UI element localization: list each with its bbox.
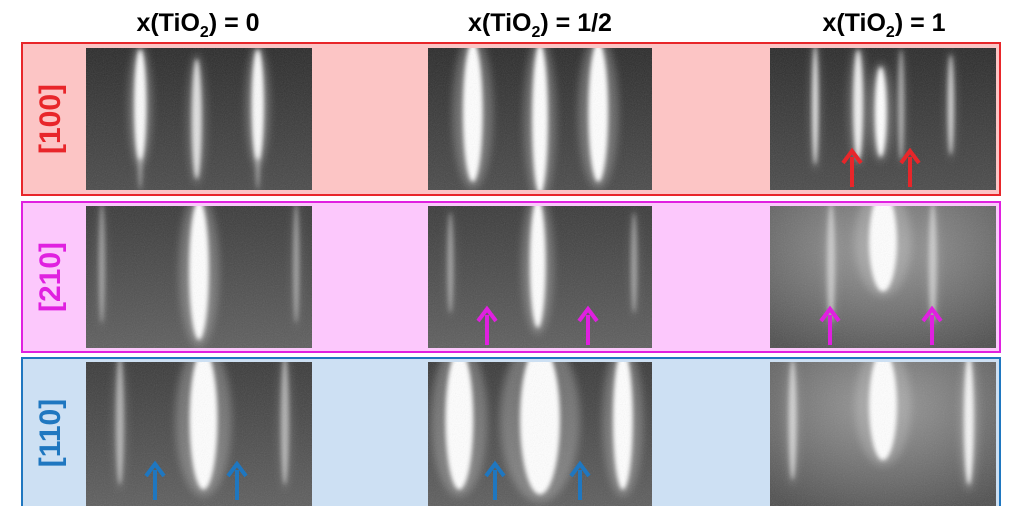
column-header: x(TiO2) = 0 xyxy=(136,9,259,41)
header-subscript: 2 xyxy=(200,24,209,41)
pattern-image xyxy=(770,345,996,506)
streaks xyxy=(86,193,312,348)
header-subscript: 2 xyxy=(886,24,895,41)
row-label: [210] xyxy=(34,242,67,312)
figure: x(TiO2) = 0 x(TiO2) = 1/2 x(TiO2) = 1 [1… xyxy=(0,0,1013,506)
streaks xyxy=(770,39,996,190)
noise xyxy=(770,206,996,348)
noise xyxy=(428,362,652,506)
pattern-image xyxy=(86,193,312,348)
noise xyxy=(86,206,312,348)
noise xyxy=(428,48,652,190)
pattern-image xyxy=(86,42,312,196)
streaks xyxy=(86,42,312,196)
noise xyxy=(428,206,652,348)
pattern-image xyxy=(428,191,652,348)
header-text: ) = 1 xyxy=(895,9,946,37)
column-header: x(TiO2) = 1 xyxy=(822,9,945,41)
header-subscript: 2 xyxy=(531,24,540,41)
noise xyxy=(86,48,312,190)
header-text: ) = 1/2 xyxy=(540,9,612,37)
noise xyxy=(770,362,996,506)
streaks xyxy=(428,35,652,202)
header-text: x(TiO xyxy=(136,9,199,37)
streaks xyxy=(428,337,652,506)
streaks xyxy=(86,343,312,506)
pattern-image xyxy=(770,39,996,190)
row-label: [110] xyxy=(34,399,67,467)
pattern-image xyxy=(86,343,312,506)
noise xyxy=(86,362,312,506)
noise xyxy=(770,48,996,190)
pattern-image xyxy=(428,35,652,202)
column-header: x(TiO2) = 1/2 xyxy=(468,9,612,41)
header-text: x(TiO xyxy=(468,9,531,37)
pattern-image xyxy=(770,187,996,349)
row-label: [100] xyxy=(34,84,67,154)
streaks xyxy=(428,191,652,348)
streaks xyxy=(770,345,996,506)
patterns xyxy=(86,35,996,506)
pattern-image xyxy=(428,337,652,506)
streaks xyxy=(770,187,996,349)
header-text: ) = 0 xyxy=(209,9,260,37)
header-text: x(TiO xyxy=(822,9,885,37)
